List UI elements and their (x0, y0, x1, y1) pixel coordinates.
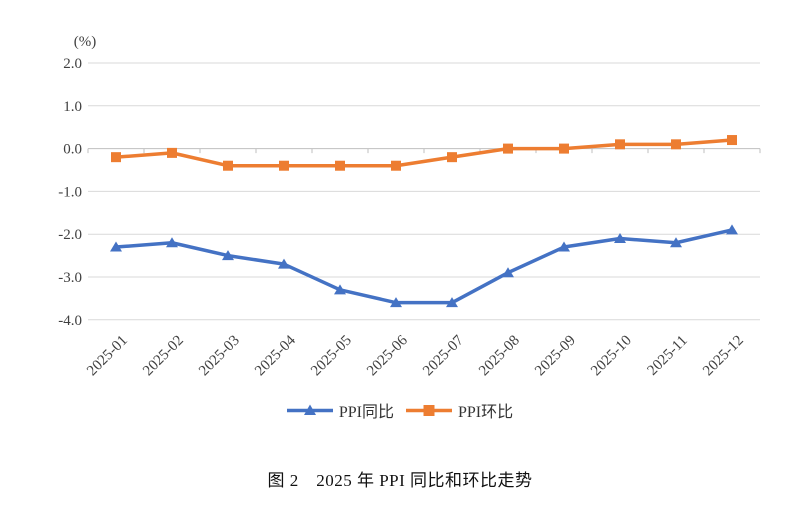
data-point-marker (390, 297, 402, 308)
data-point-marker (559, 143, 569, 154)
figure-caption: 图 2 2025 年 PPI 同比和环比走势 (267, 471, 533, 490)
data-point-marker (223, 160, 233, 171)
legend-item-ppi-yoy: PPI同比 (286, 398, 394, 422)
y-axis-tick-label: -3.0 (58, 270, 82, 286)
data-point-marker (334, 284, 346, 295)
series-line-0 (115, 228, 733, 305)
data-point-marker (503, 143, 513, 154)
y-axis-tick-label: 1.0 (63, 99, 82, 115)
y-axis-tick-label: -4.0 (58, 313, 82, 329)
x-axis-tick-label: 2025-09 (532, 333, 579, 380)
data-point-marker (558, 241, 570, 252)
data-point-marker (278, 258, 290, 269)
x-axis-tick-label: 2025-02 (140, 333, 187, 380)
data-point-marker (110, 241, 122, 252)
data-point-marker (111, 152, 121, 163)
data-point-marker (615, 139, 625, 150)
data-point-marker (726, 224, 738, 235)
data-point-marker (335, 160, 345, 171)
blue-triangle-line-icon (286, 404, 333, 415)
x-axis-tick-label: 2025-05 (308, 333, 355, 380)
x-axis-tick-label: 2025-07 (420, 332, 467, 379)
y-axis-tick-label: -2.0 (58, 227, 82, 243)
data-point-marker (166, 237, 178, 248)
legend-label-ppi-mom: PPI环比 (458, 404, 514, 421)
x-axis-tick-label: 2025-12 (700, 333, 747, 380)
data-point-marker (447, 152, 457, 163)
y-axis-tick-label: 0.0 (63, 142, 82, 158)
legend-item-ppi-mom: PPI环比 (406, 398, 513, 422)
x-axis-tick-label: 2025-11 (645, 333, 691, 379)
y-axis-tick-label: 2.0 (63, 56, 82, 72)
y-axis-unit-label: (%) (74, 34, 97, 50)
x-axis-tick-label: 2025-08 (476, 333, 523, 380)
chart-legend: PPI同比 PPI环比 (0, 398, 800, 422)
x-axis-tick-label: 2025-04 (252, 332, 299, 379)
legend-label-ppi-yoy: PPI同比 (338, 404, 394, 421)
data-point-marker (279, 160, 289, 171)
data-point-marker (391, 160, 401, 171)
x-axis-tick-label: 2025-01 (84, 333, 131, 380)
orange-square-line-icon (406, 405, 452, 416)
x-axis-tick-label: 2025-06 (364, 332, 411, 379)
data-point-marker (727, 135, 737, 146)
data-point-marker (671, 139, 681, 150)
data-point-marker (670, 237, 682, 248)
x-axis-tick-label: 2025-03 (196, 333, 243, 380)
data-point-marker (167, 147, 177, 158)
x-axis-tick-label: 2025-10 (588, 333, 635, 380)
series-line-1 (115, 138, 733, 168)
data-point-marker (222, 250, 234, 261)
y-axis-tick-label: -1.0 (58, 184, 82, 200)
data-point-marker (614, 232, 626, 243)
data-point-marker (502, 267, 514, 278)
data-point-marker (446, 297, 458, 308)
